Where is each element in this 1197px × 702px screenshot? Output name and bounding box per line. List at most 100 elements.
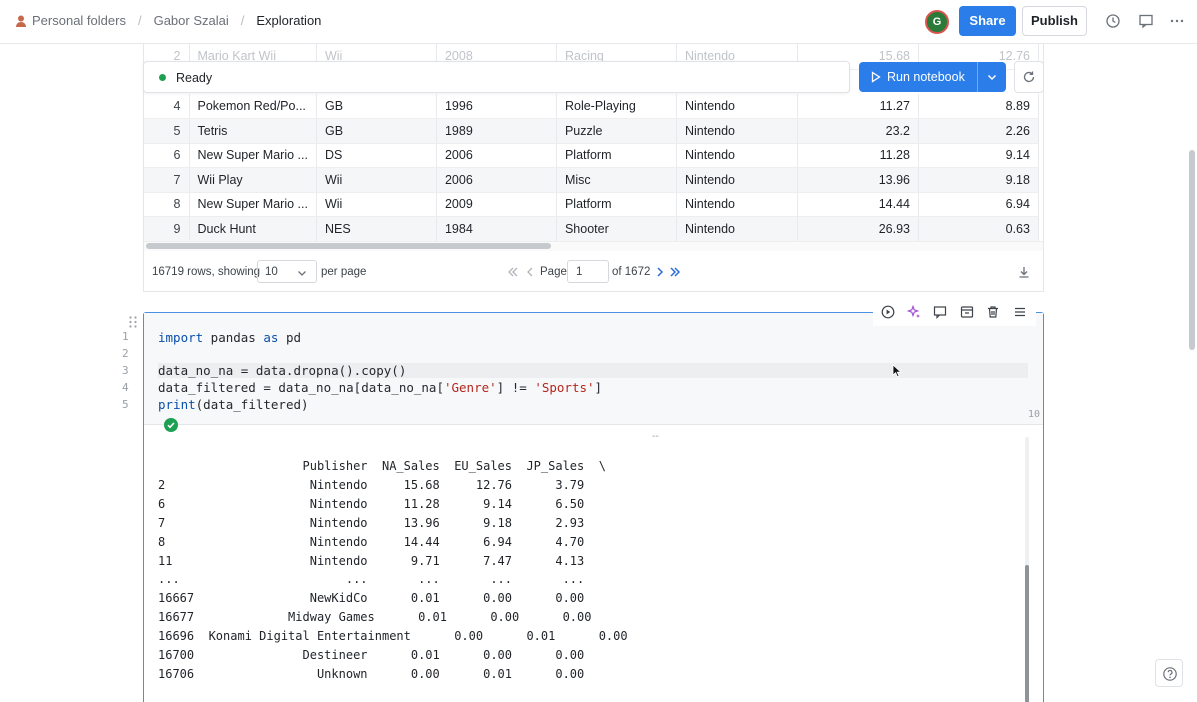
refresh-button[interactable] bbox=[1014, 61, 1044, 93]
code-editor[interactable]: import pandas as pd data_no_na = data.dr… bbox=[144, 313, 1043, 425]
table-cell: 5 bbox=[144, 118, 190, 144]
table-cell: 6 bbox=[144, 143, 190, 168]
table-cell: Role-Playing bbox=[556, 94, 677, 119]
row-count-text: 16719 rows, showing bbox=[152, 266, 261, 278]
avatar[interactable]: G bbox=[925, 10, 949, 34]
table-cell: 2006 bbox=[436, 143, 557, 168]
data-grid: 2 Mario Kart Wii Wii 2008 Racing Nintend… bbox=[144, 44, 1039, 242]
table-cell: 9.18 bbox=[918, 167, 1039, 193]
table-cell: 26.93 bbox=[797, 216, 919, 242]
help-button[interactable] bbox=[1155, 659, 1183, 687]
menu-icon[interactable] bbox=[1013, 305, 1027, 319]
run-cell-icon[interactable] bbox=[881, 305, 895, 319]
line-number: 5 bbox=[122, 398, 129, 411]
delete-icon[interactable] bbox=[986, 305, 1000, 319]
table-cell: 8 bbox=[144, 192, 190, 217]
status-text: Ready bbox=[176, 71, 213, 85]
last-page-icon[interactable] bbox=[668, 265, 682, 279]
code-line: data_filtered = data_no_na[data_no_na['G… bbox=[158, 380, 603, 395]
table-cell: Nintendo bbox=[676, 143, 798, 168]
table-cell: Puzzle bbox=[556, 118, 677, 144]
share-button[interactable]: Share bbox=[959, 6, 1016, 36]
cell-output: Publisher NA_Sales EU_Sales JP_Sales \ 2… bbox=[158, 459, 628, 681]
history-icon[interactable] bbox=[1105, 13, 1121, 29]
next-page-icon[interactable] bbox=[653, 265, 667, 279]
page-size-select[interactable]: 10 bbox=[257, 260, 317, 283]
output-scrollbar-thumb[interactable] bbox=[1025, 565, 1029, 702]
line-number: 2 bbox=[122, 347, 129, 360]
table-cell: 0.63 bbox=[918, 216, 1039, 242]
horizontal-scrollbar-track[interactable] bbox=[144, 241, 1043, 251]
table-cell: 7 bbox=[144, 167, 190, 193]
table-cell: Shooter bbox=[556, 216, 677, 242]
table-cell: Nintendo bbox=[676, 216, 798, 242]
table-cell: Tetris bbox=[189, 118, 317, 144]
table-cell: New Super Mario ... bbox=[189, 143, 317, 168]
table-cell: 11.28 bbox=[797, 143, 919, 168]
prev-page-icon[interactable] bbox=[523, 265, 537, 279]
cell-type-icon[interactable] bbox=[960, 305, 974, 319]
table-cell: NES bbox=[316, 216, 437, 242]
ai-sparkle-icon[interactable] bbox=[907, 305, 921, 319]
table-cell: GB bbox=[316, 118, 437, 144]
table-cell: 4 bbox=[144, 94, 190, 119]
run-notebook-button[interactable]: Run notebook bbox=[859, 62, 1006, 92]
comment-icon[interactable] bbox=[933, 305, 947, 319]
breadcrumb-separator: / bbox=[240, 13, 245, 28]
output-scrollbar[interactable] bbox=[1025, 437, 1029, 702]
table-row: 9 Duck Hunt NES 1984 Shooter Nintendo 26… bbox=[144, 216, 1039, 242]
table-cell: 13.96 bbox=[797, 167, 919, 193]
table-cell: Wii Play bbox=[189, 167, 317, 193]
per-page-label: per page bbox=[321, 266, 367, 278]
more-icon[interactable] bbox=[1169, 13, 1185, 29]
table-row: 6 New Super Mario ... DS 2006 Platform N… bbox=[144, 143, 1039, 168]
table-cell: Nintendo bbox=[676, 94, 798, 119]
table-cell: Duck Hunt bbox=[189, 216, 317, 242]
code-line: print(data_filtered) bbox=[158, 397, 309, 412]
code-cell[interactable]: import pandas as pd data_no_na = data.dr… bbox=[143, 312, 1044, 702]
horizontal-scrollbar-thumb[interactable] bbox=[146, 243, 551, 249]
table-cell: 11.27 bbox=[797, 94, 919, 119]
button-divider bbox=[977, 62, 978, 92]
table-cell: Pokemon Red/Po... bbox=[189, 94, 317, 119]
table-pagination: 16719 rows, showing 10 per page Page 1 o… bbox=[143, 252, 1044, 292]
table-cell: 1989 bbox=[436, 118, 557, 144]
play-icon bbox=[871, 71, 881, 83]
download-icon[interactable] bbox=[1017, 265, 1031, 279]
breadcrumb-user[interactable]: Gabor Szalai bbox=[153, 13, 229, 28]
line-count: 10 bbox=[1028, 409, 1041, 420]
chevron-down-icon[interactable] bbox=[985, 70, 999, 84]
breadcrumb-root[interactable]: Personal folders bbox=[32, 13, 126, 28]
cell-toolbar bbox=[873, 298, 1036, 326]
table-cell: Wii bbox=[316, 167, 437, 193]
table-cell: 2009 bbox=[436, 192, 557, 217]
table-row: 4 Pokemon Red/Po... GB 1996 Role-Playing… bbox=[144, 94, 1039, 119]
table-cell: Nintendo bbox=[676, 192, 798, 217]
breadcrumb-current: Exploration bbox=[256, 13, 322, 28]
table-cell: 1984 bbox=[436, 216, 557, 242]
line-number: 3 bbox=[122, 364, 129, 377]
breadcrumb-separator: / bbox=[137, 13, 142, 28]
table-cell: GB bbox=[316, 94, 437, 119]
first-page-icon[interactable] bbox=[506, 265, 520, 279]
table-cell: Nintendo bbox=[676, 118, 798, 144]
table-cell: 23.2 bbox=[797, 118, 919, 144]
table-cell: Platform bbox=[556, 192, 677, 217]
page-label: Page bbox=[540, 266, 567, 278]
drag-handle-icon[interactable] bbox=[128, 315, 138, 329]
refresh-icon bbox=[1023, 71, 1035, 83]
table-cell: 6.94 bbox=[918, 192, 1039, 217]
line-number: 4 bbox=[122, 381, 129, 394]
comment-icon[interactable] bbox=[1138, 13, 1154, 29]
output-divider: -- bbox=[652, 431, 659, 442]
code-line: import pandas as pd bbox=[158, 330, 302, 345]
page-total-text: of 1672 bbox=[612, 266, 651, 278]
page-number-value: 1 bbox=[576, 266, 583, 278]
page-number-input[interactable]: 1 bbox=[567, 260, 609, 283]
table-cell: 9.14 bbox=[918, 143, 1039, 168]
publish-button[interactable]: Publish bbox=[1022, 6, 1087, 36]
status-indicator bbox=[159, 74, 166, 81]
table-cell: 2.26 bbox=[918, 118, 1039, 144]
notebook-content: 2 Mario Kart Wii Wii 2008 Racing Nintend… bbox=[0, 44, 1197, 702]
page-scrollbar-thumb[interactable] bbox=[1189, 150, 1195, 350]
